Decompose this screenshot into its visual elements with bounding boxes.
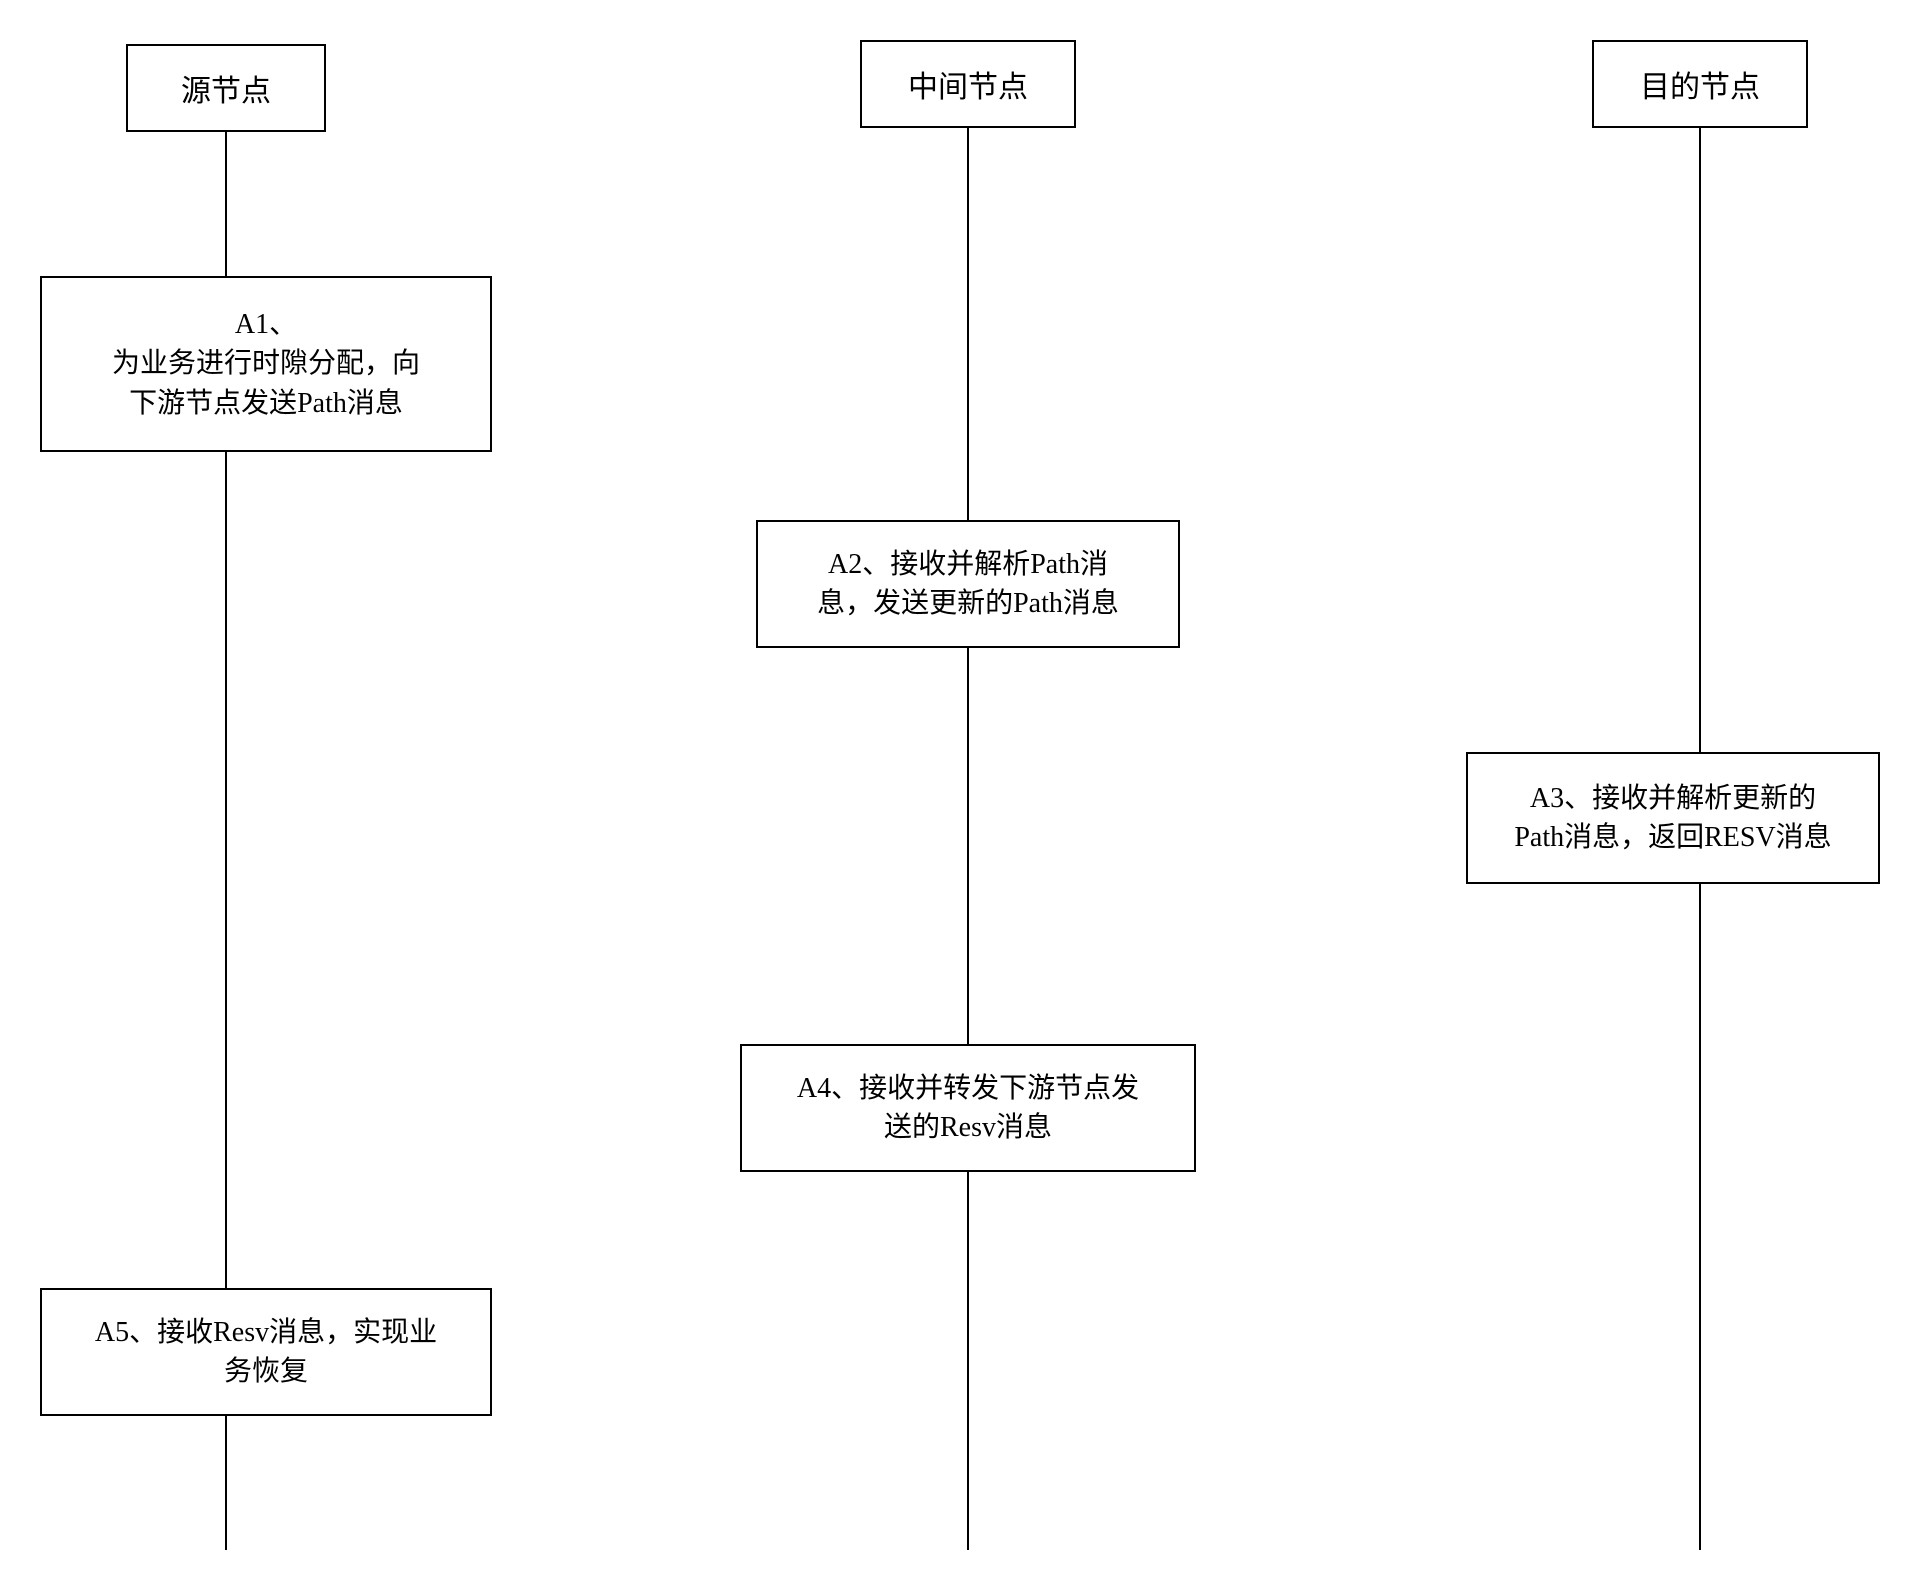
msg-a2-label: A2、接收并解析Path消 息，发送更新的Path消息 xyxy=(817,545,1119,623)
msg-a4: A4、接收并转发下游节点发 送的Resv消息 xyxy=(740,1044,1196,1172)
actor-source: 源节点 xyxy=(126,44,326,132)
msg-a4-label: A4、接收并转发下游节点发 送的Resv消息 xyxy=(797,1069,1139,1147)
actor-middle: 中间节点 xyxy=(860,40,1076,128)
actor-dest-label: 目的节点 xyxy=(1640,62,1760,106)
actor-middle-label: 中间节点 xyxy=(908,62,1028,106)
msg-a5-label: A5、接收Resv消息，实现业 务恢复 xyxy=(95,1313,437,1391)
msg-a1-label: A1、 为业务进行时隙分配，向 下游节点发送Path消息 xyxy=(112,305,420,423)
msg-a2: A2、接收并解析Path消 息，发送更新的Path消息 xyxy=(756,520,1180,648)
sequence-diagram: 源节点 中间节点 目的节点 A1、 为业务进行时隙分配，向 下游节点发送Path… xyxy=(40,40,1880,1550)
lifeline-middle xyxy=(967,128,969,1550)
msg-a1: A1、 为业务进行时隙分配，向 下游节点发送Path消息 xyxy=(40,276,492,452)
msg-a3: A3、接收并解析更新的 Path消息，返回RESV消息 xyxy=(1466,752,1880,884)
actor-dest: 目的节点 xyxy=(1592,40,1808,128)
actor-source-label: 源节点 xyxy=(181,66,271,110)
msg-a5: A5、接收Resv消息，实现业 务恢复 xyxy=(40,1288,492,1416)
msg-a3-label: A3、接收并解析更新的 Path消息，返回RESV消息 xyxy=(1514,779,1831,857)
